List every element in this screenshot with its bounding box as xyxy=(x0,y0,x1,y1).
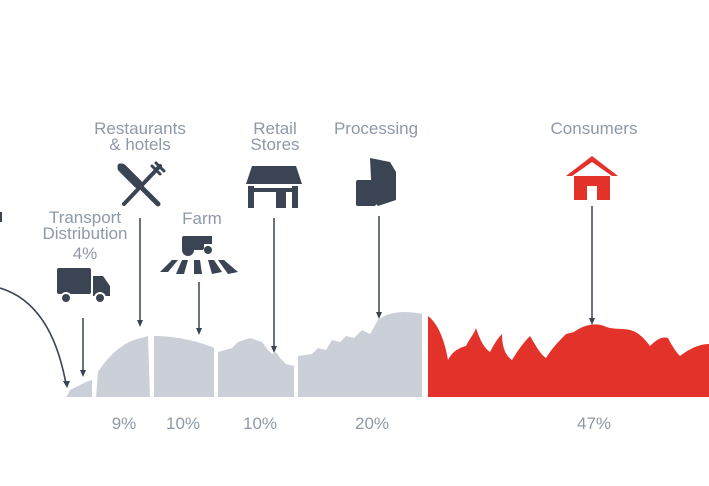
arrow-transport-head xyxy=(80,370,86,377)
label-processing-line1: Processing xyxy=(333,119,419,138)
left-edge-mark xyxy=(0,212,2,222)
truck-icon xyxy=(57,268,110,304)
label-restaurants: Restaurants & hotels xyxy=(80,119,200,154)
house-icon xyxy=(566,156,618,200)
arrow-processing-head xyxy=(376,312,382,319)
label-consumers: Consumers xyxy=(534,119,654,138)
label-processing: Processing xyxy=(316,119,436,138)
heap-consumers xyxy=(428,316,709,398)
label-restaurants-line2: & hotels xyxy=(109,135,171,154)
incoming-arrow-head xyxy=(63,381,70,388)
heap-restaurants xyxy=(96,336,150,398)
tractor-field-icon xyxy=(160,236,238,274)
arrow-consumers-head xyxy=(589,318,595,325)
percent-processing: 20% xyxy=(354,414,390,433)
arrow-farm-head xyxy=(196,328,202,335)
heap-processing xyxy=(298,312,422,398)
incoming-arrow-curve xyxy=(0,287,67,385)
heap-retail xyxy=(218,338,294,398)
label-restaurants-line1: Restaurants xyxy=(94,119,186,138)
percent-farm: 10% xyxy=(165,414,201,433)
label-farm: Farm xyxy=(162,209,242,228)
label-retail-line2: Stores xyxy=(250,135,300,154)
label-retail: Retail Stores xyxy=(235,119,315,154)
heap-transport xyxy=(66,380,92,398)
heap-farm xyxy=(154,336,214,398)
percent-consumers: 47% xyxy=(576,414,612,433)
fork-knife-icon xyxy=(117,161,166,207)
milk-carton-icon xyxy=(356,158,396,206)
arrow-retail-head xyxy=(271,346,277,353)
label-transport-line1: Transport xyxy=(48,208,122,227)
label-retail-line1: Retail xyxy=(253,119,297,138)
label-consumers-line1: Consumers xyxy=(550,119,638,138)
label-transport-line2: Distribution xyxy=(42,224,128,243)
label-transport: Transport Distribution 4% xyxy=(30,208,140,263)
arrow-restaurants-head xyxy=(137,320,143,327)
percent-restaurants: 9% xyxy=(111,414,137,433)
store-awning-icon xyxy=(246,166,302,208)
percent-transport: 4% xyxy=(72,244,98,263)
percent-retail: 10% xyxy=(242,414,278,433)
label-farm-line1: Farm xyxy=(182,209,222,228)
